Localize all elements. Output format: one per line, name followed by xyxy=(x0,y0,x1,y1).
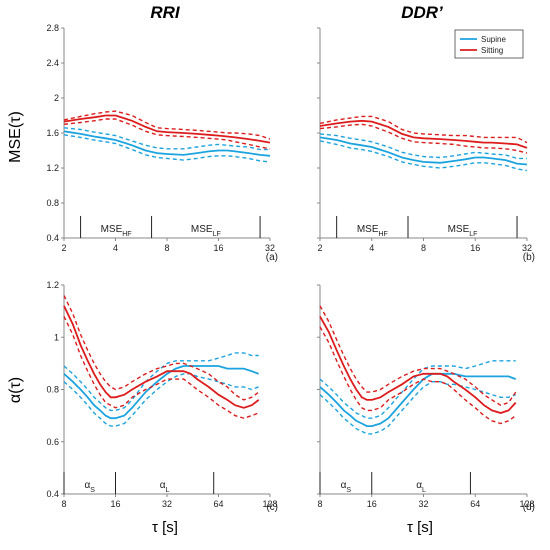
x-axis-title-left: τ [s] xyxy=(152,519,178,536)
y-tick-label: 0.6 xyxy=(46,437,59,447)
series-sitting-mean-line xyxy=(319,119,528,149)
x-tick-label: 128 xyxy=(519,499,534,509)
panel-a: 0.4 0.8 1.2 1.6 2 2.4 2.8 2 4 8 16 32 MSEHF MSELF (a) xyxy=(46,23,278,263)
region-label: αS xyxy=(85,480,96,494)
x-tick-label: 64 xyxy=(213,499,223,509)
x-tick-label: 16 xyxy=(470,243,480,253)
x-tick-label: 8 xyxy=(421,243,426,253)
region-label: MSELF xyxy=(191,224,221,238)
series-supine-mean-line xyxy=(319,372,517,428)
series-sitting-upper-bound xyxy=(319,115,528,144)
series-supine-mean-line xyxy=(63,130,271,157)
x-tick-label: 8 xyxy=(317,499,322,509)
column-title-ddr: DDR’ xyxy=(401,3,443,22)
x-tick-label: 16 xyxy=(213,243,223,253)
region-label: MSELF xyxy=(448,224,478,238)
series-supine-lower-bound xyxy=(63,373,259,427)
series-supine-lower-bound xyxy=(319,140,528,172)
y-axis-title-alpha: α(τ) xyxy=(7,377,24,403)
region-label: αL xyxy=(160,480,170,494)
legend-box xyxy=(454,29,524,59)
series-sitting-mean-line xyxy=(63,114,271,144)
legend-label-supine: Supine xyxy=(481,35,506,44)
panel-label: (c) xyxy=(266,502,278,513)
panel-b: 2 4 8 16 32 MSEHF MSELF Supine Sitting (b) xyxy=(317,27,535,263)
y-tick-label: 0.8 xyxy=(46,198,59,208)
chart-panels: 0.4 0.8 1.2 1.6 2 2.4 2.8 2 4 8 16 32 MSEHF MSELF (a) 2… xyxy=(46,23,535,513)
x-tick-label: 8 xyxy=(164,243,169,253)
series-sitting-upper-bound xyxy=(63,295,260,401)
column-title-rri: RRI xyxy=(150,3,181,22)
series-sitting-lower-bound xyxy=(63,118,271,150)
x-tick-label: 128 xyxy=(262,499,277,509)
series-supine-upper-bound xyxy=(63,352,259,412)
series-supine-upper-bound xyxy=(319,133,527,160)
region-label: MSEHF xyxy=(357,224,388,238)
series-supine-mean-line xyxy=(63,365,260,420)
y-tick-label: 2.4 xyxy=(46,58,59,68)
panel-d: 8 16 32 64 128 αS αL (d) xyxy=(317,284,535,513)
region-label: αL xyxy=(416,480,426,494)
x-tick-label: 2 xyxy=(61,243,66,253)
panel-label: (d) xyxy=(523,502,535,513)
series-sitting-mean-line xyxy=(319,315,517,414)
series-sitting-lower-bound xyxy=(63,316,259,419)
region-label: αS xyxy=(341,480,352,494)
x-tick-label: 32 xyxy=(522,243,532,253)
y-tick-label: 0.8 xyxy=(46,385,59,395)
series-supine-mean-line xyxy=(319,136,528,166)
y-axis-title-mse: MSE(τ) xyxy=(7,111,24,163)
series-sitting-upper-bound xyxy=(319,305,517,406)
series-sitting-mean-line xyxy=(63,305,260,409)
panel-label: (a) xyxy=(266,252,278,263)
y-tick-label: 1.2 xyxy=(46,280,59,290)
x-tick-label: 16 xyxy=(367,499,377,509)
series-supine-lower-bound xyxy=(63,134,271,163)
region-label: MSEHF xyxy=(101,224,132,238)
y-tick-label: 1.6 xyxy=(46,128,59,138)
x-tick-label: 64 xyxy=(470,499,480,509)
series-sitting-upper-bound xyxy=(63,110,271,140)
x-tick-label: 16 xyxy=(110,499,120,509)
series-sitting-lower-bound xyxy=(319,123,528,154)
y-tick-label: 2 xyxy=(54,93,59,103)
y-tick-label: 1 xyxy=(54,332,59,342)
y-tick-label: 1.2 xyxy=(46,163,59,173)
y-tick-label: 0.4 xyxy=(46,233,59,243)
x-axis-title-right: τ [s] xyxy=(407,519,433,536)
x-tick-label: 2 xyxy=(317,243,322,253)
x-tick-label: 8 xyxy=(61,499,66,509)
x-tick-label: 32 xyxy=(162,499,172,509)
series-supine-upper-bound xyxy=(63,127,270,151)
x-tick-label: 32 xyxy=(265,243,275,253)
panel-label: (b) xyxy=(523,252,535,263)
y-tick-label: 2.8 xyxy=(46,23,59,33)
x-tick-label: 4 xyxy=(369,243,374,253)
x-tick-label: 4 xyxy=(113,243,118,253)
x-tick-label: 32 xyxy=(418,499,428,509)
legend-label-sitting: Sitting xyxy=(481,46,503,55)
y-tick-label: 0.4 xyxy=(46,489,59,499)
panel-c: 0.4 0.6 0.8 1 1.2 8 16 32 64 128 αS αL (c) xyxy=(46,280,278,513)
